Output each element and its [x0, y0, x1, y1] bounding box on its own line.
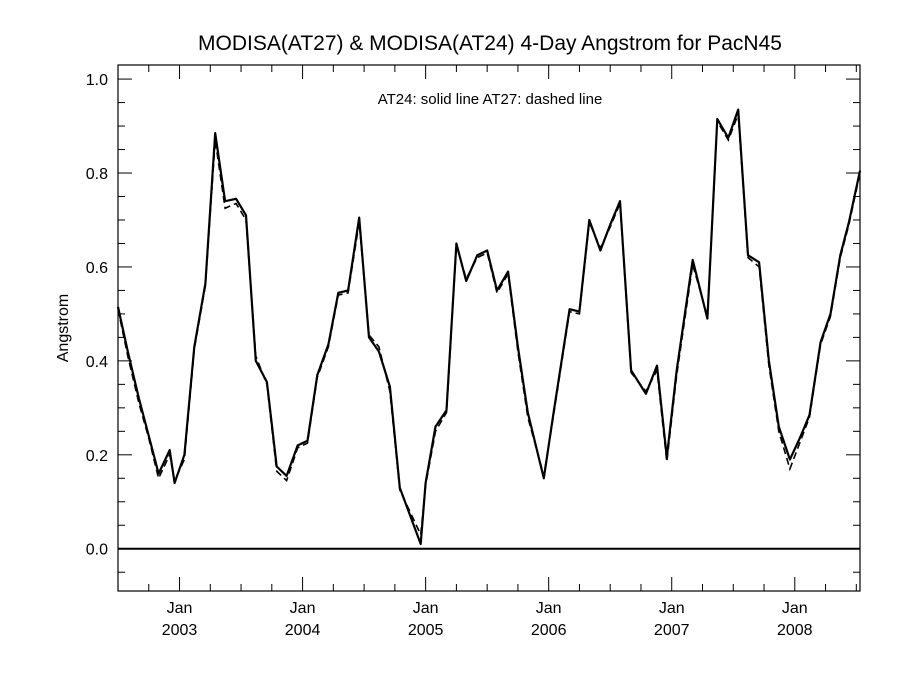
series-line-at24-solid [116, 108, 862, 546]
y-axis: 0.0 0.2 0.4 0.6 0.8 1.0 [86, 72, 860, 573]
series-layer [116, 108, 862, 546]
x-tick-year-label: 2008 [777, 622, 813, 639]
plot-frame [117, 64, 861, 592]
series-line-at27-dashed [117, 114, 861, 538]
chart-title: MODISA(AT27) & MODISA(AT24) 4-Day Angstr… [198, 32, 782, 55]
x-axis: Jan 2003 Jan 2004 Jan 2005 Jan 2006 Jan 2007 Jan 20… [117, 65, 857, 639]
x-tick-year-label: 2003 [162, 622, 198, 639]
y-tick-label: 0.8 [86, 166, 108, 183]
x-tick-year-label: 2007 [654, 622, 690, 639]
x-tick-month-label: Jan [659, 600, 685, 617]
x-tick-year-label: 2004 [285, 622, 321, 639]
x-tick-month-label: Jan [413, 600, 439, 617]
x-tick-month-label: Jan [167, 600, 193, 617]
x-tick-month-label: Jan [290, 600, 316, 617]
series-annotation: AT24: solid line AT27: dashed line [378, 91, 603, 108]
y-tick-label: 0.0 [86, 542, 108, 559]
x-tick-month-label: Jan [782, 600, 808, 617]
y-tick-label: 0.6 [86, 260, 108, 277]
y-tick-label: 0.2 [86, 448, 108, 465]
x-tick-year-label: 2006 [531, 622, 567, 639]
y-axis-title: Angstrom [55, 294, 72, 362]
y-tick-label: 0.4 [86, 354, 108, 371]
x-tick-year-label: 2005 [408, 622, 444, 639]
x-tick-month-label: Jan [536, 600, 562, 617]
y-tick-label: 1.0 [86, 72, 108, 89]
